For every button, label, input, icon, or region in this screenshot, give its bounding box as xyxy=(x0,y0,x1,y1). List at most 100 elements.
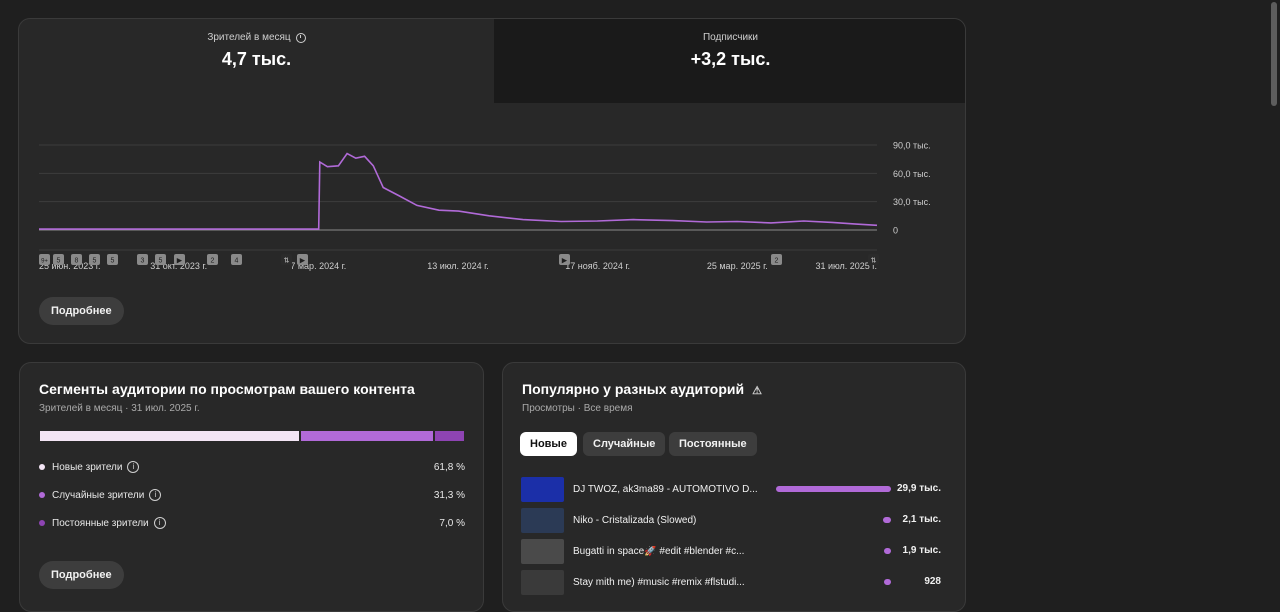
views-bar xyxy=(884,579,891,585)
views-bar xyxy=(776,486,891,492)
segment-bar-part xyxy=(40,431,300,441)
legend-dot xyxy=(39,520,45,526)
x-tick-label: 7 мар. 2024 г. xyxy=(290,261,346,271)
segments-subtitle: Зрителей в месяц · 31 июл. 2025 г. xyxy=(39,403,200,414)
info-icon[interactable]: i xyxy=(127,461,140,473)
segment-label: Случайные зрители xyxy=(52,489,145,501)
views-bar xyxy=(883,548,891,554)
video-title[interactable]: Niko - Cristalizada (Slowed) xyxy=(573,514,697,526)
marker-count[interactable]: 9+ xyxy=(39,254,50,265)
y-tick-label: 90,0 тыс. xyxy=(893,141,931,151)
segments-details-button[interactable]: Подробнее xyxy=(39,561,124,589)
subscribers-value: +3,2 тыс. xyxy=(690,49,771,69)
svg-text:3: 3 xyxy=(141,258,145,265)
video-row[interactable]: Niko - Cristalizada (Slowed) 2,1 тыс. xyxy=(521,507,941,533)
x-tick-label: 25 мар. 2025 г. xyxy=(707,261,768,271)
y-tick-label: 0 xyxy=(893,226,898,236)
segment-label: Новые зрители xyxy=(52,461,123,473)
metric-label: Зрителей в месяц xyxy=(19,32,494,43)
segment-percent: 31,3 % xyxy=(433,489,465,501)
svg-text:5: 5 xyxy=(159,258,163,265)
popular-title-text: Популярно у разных аудиторий xyxy=(522,381,745,397)
clock-icon xyxy=(295,32,306,43)
y-tick-label: 30,0 тыс. xyxy=(893,197,931,207)
marker-count[interactable]: 2 xyxy=(207,254,218,265)
segments-stacked-bar xyxy=(40,431,464,441)
marker-count[interactable]: 8 xyxy=(71,254,82,265)
details-button[interactable]: Подробнее xyxy=(39,297,124,325)
segment-percent: 61,8 % xyxy=(433,461,465,473)
marker-link-icon[interactable]: ⇅ xyxy=(281,254,292,265)
popular-subtitle: Просмотры · Все время xyxy=(522,403,633,414)
svg-text:2: 2 xyxy=(775,258,779,265)
x-tick-label: 13 июл. 2024 г. xyxy=(427,261,489,271)
svg-text:8: 8 xyxy=(75,258,79,265)
video-views: 29,9 тыс. xyxy=(896,483,941,494)
segment-percent: 7,0 % xyxy=(439,517,465,529)
video-views: 2,1 тыс. xyxy=(902,514,941,525)
svg-text:9+: 9+ xyxy=(41,259,48,265)
chip-casual[interactable]: Случайные xyxy=(583,432,666,456)
subscribers-label: Подписчики xyxy=(702,32,758,43)
video-row[interactable]: Bugatti in space🚀 #edit #blender #c... 1,… xyxy=(521,538,941,564)
marker-link-icon[interactable]: ⇅ xyxy=(868,254,879,265)
audience-segments-card: Сегменты аудитории по просмотрам вашего … xyxy=(19,362,484,612)
marker-count[interactable]: 5 xyxy=(155,254,166,265)
x-tick-label: 31 окт. 2023 г. xyxy=(150,261,207,271)
chip-new[interactable]: Новые xyxy=(520,432,577,456)
svg-text:▶: ▶ xyxy=(177,258,183,265)
video-views: 928 xyxy=(924,576,941,587)
segments-title: Сегменты аудитории по просмотрам вашего … xyxy=(39,381,415,397)
popular-audiences-card: Популярно у разных аудиторий ⚠ Просмотры … xyxy=(502,362,966,612)
svg-text:▶: ▶ xyxy=(300,258,306,265)
svg-text:⇅: ⇅ xyxy=(284,258,290,265)
video-marker-play-icon[interactable]: ▶ xyxy=(174,254,185,265)
video-views: 1,9 тыс. xyxy=(902,545,941,556)
video-row[interactable]: Stay mith me) #music #remix #flstudi... 9… xyxy=(521,569,941,595)
marker-count[interactable]: 5 xyxy=(89,254,100,265)
video-title[interactable]: Bugatti in space🚀 #edit #blender #c... xyxy=(573,545,745,557)
page-scrollbar[interactable] xyxy=(1271,2,1277,106)
video-title[interactable]: Stay mith me) #music #remix #flstudi... xyxy=(573,576,745,588)
svg-text:5: 5 xyxy=(57,258,61,265)
video-row[interactable]: DJ TWOZ, ak3ma89 - AUTOMOTIVO D... 29,9 т… xyxy=(521,476,941,502)
segment-label: Постоянные зрители xyxy=(52,517,149,529)
warning-icon: ⚠ xyxy=(752,385,762,397)
segment-row: Постоянные зрители i 7,0 % xyxy=(39,515,465,531)
segment-row: Случайные зрители i 31,3 % xyxy=(39,487,465,503)
svg-text:2: 2 xyxy=(211,258,215,265)
x-tick-label: 31 июл. 2025 г. xyxy=(815,261,877,271)
video-marker-play-icon[interactable]: ▶ xyxy=(559,254,570,265)
marker-count[interactable]: 5 xyxy=(53,254,64,265)
svg-text:⇅: ⇅ xyxy=(871,258,877,265)
svg-text:4: 4 xyxy=(235,258,239,265)
chart-series-line xyxy=(39,152,878,230)
video-marker-play-icon[interactable]: ▶ xyxy=(297,254,308,265)
popular-title: Популярно у разных аудиторий ⚠ xyxy=(522,381,762,397)
video-thumbnail[interactable] xyxy=(521,569,564,595)
x-tick-label: 25 июн. 2023 г. xyxy=(39,261,100,271)
video-thumbnail[interactable] xyxy=(521,538,564,564)
svg-text:5: 5 xyxy=(93,258,97,265)
views-bar xyxy=(882,517,891,523)
tab-monthly-viewers[interactable]: Зрителей в месяц 4,7 тыс. xyxy=(19,19,494,103)
x-tick-label: 17 нояб. 2024 г. xyxy=(565,261,630,271)
svg-text:▶: ▶ xyxy=(562,258,568,265)
y-tick-label: 60,0 тыс. xyxy=(893,169,931,179)
legend-dot xyxy=(39,492,45,498)
marker-count[interactable]: 4 xyxy=(231,254,242,265)
video-thumbnail[interactable] xyxy=(521,476,564,502)
marker-count[interactable]: 3 xyxy=(137,254,148,265)
marker-count[interactable]: 5 xyxy=(107,254,118,265)
svg-text:5: 5 xyxy=(111,258,115,265)
info-icon[interactable]: i xyxy=(149,489,162,501)
chip-regular[interactable]: Постоянные xyxy=(669,432,757,456)
tab-subscribers[interactable]: Подписчики +3,2 тыс. xyxy=(494,19,965,103)
video-title[interactable]: DJ TWOZ, ak3ma89 - AUTOMOTIVO D... xyxy=(573,483,758,495)
video-thumbnail[interactable] xyxy=(521,507,564,533)
marker-count[interactable]: 2 xyxy=(771,254,782,265)
monthly-viewers-label: Зрителей в месяц xyxy=(207,32,291,43)
info-icon[interactable]: i xyxy=(153,517,166,529)
monthly-viewers-value: 4,7 тыс. xyxy=(221,49,292,69)
segment-bar-part xyxy=(434,431,464,441)
